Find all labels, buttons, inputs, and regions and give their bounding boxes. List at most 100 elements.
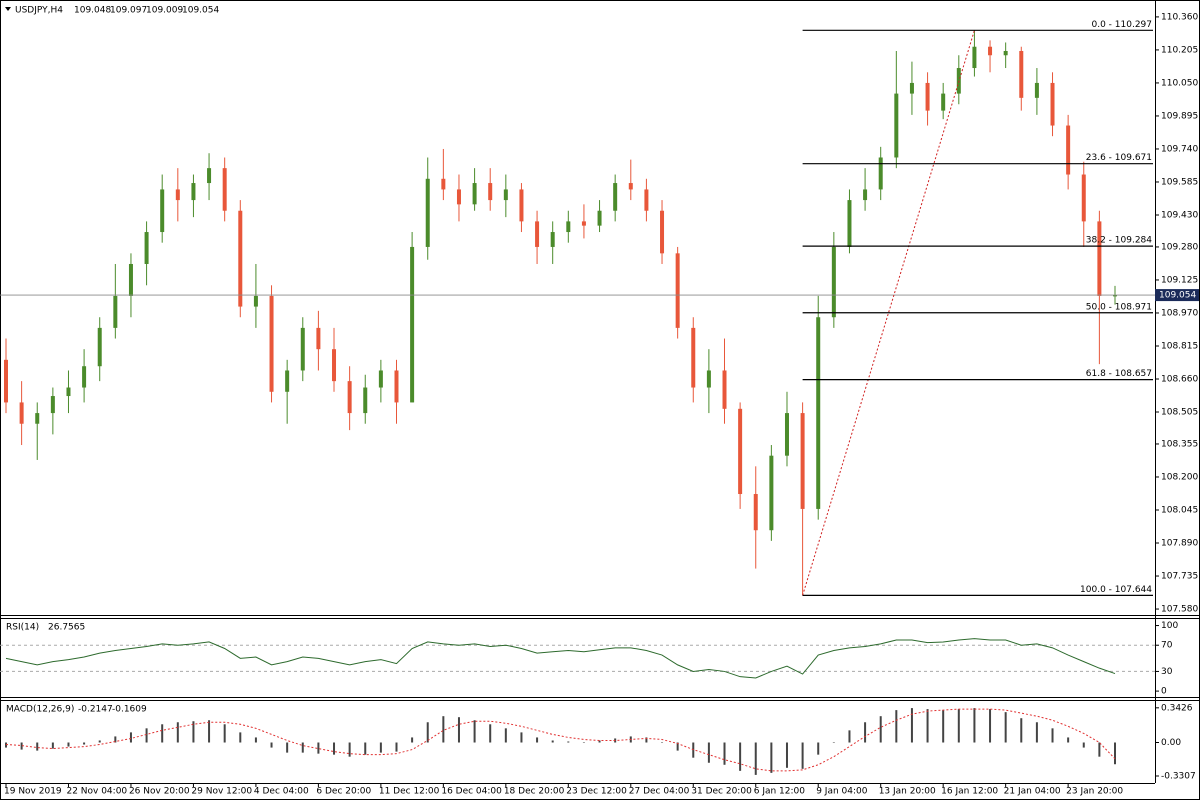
candle-body (191, 183, 196, 201)
candle-body (456, 189, 461, 205)
macd-bar (645, 737, 648, 743)
candle-body (925, 82, 930, 111)
macd-bar (832, 742, 835, 744)
macd-bar (817, 742, 820, 755)
candle-body (488, 183, 493, 201)
macd-bar (176, 722, 179, 743)
price-label: 109.054 (1159, 291, 1196, 301)
macd-bar (286, 742, 289, 753)
macd-bar (364, 742, 367, 755)
y-tick-label: 108.505 (1161, 408, 1198, 418)
macd-bar (957, 709, 960, 743)
macd-bar (1004, 712, 1007, 743)
fibo-label: 0.0 - 110.297 (1092, 20, 1153, 30)
candle-body (644, 189, 649, 211)
macd-bar (770, 742, 773, 773)
y-tick-label: 109.430 (1161, 210, 1198, 220)
candle-body (972, 46, 977, 69)
candle-body (97, 327, 102, 367)
x-tick-label: 18 Dec 20:00 (504, 787, 565, 797)
candle-body (128, 263, 133, 296)
macd-bar (676, 742, 679, 751)
macd-bar (551, 740, 554, 743)
macd-bar (457, 717, 460, 743)
candle-body (816, 317, 821, 509)
macd-bar (411, 737, 414, 743)
macd-bar (67, 742, 70, 747)
ohlc-open: 109.048 (74, 6, 111, 16)
macd-bar (973, 708, 976, 743)
fibo-label: 38.2 - 109.284 (1086, 236, 1152, 246)
symbol-menu-icon[interactable] (5, 7, 11, 11)
macd-bar (98, 740, 101, 743)
macd-bar (754, 742, 757, 775)
x-tick-label: 6 Dec 20:00 (316, 787, 371, 797)
candle-body (519, 189, 524, 222)
candle-body (425, 178, 430, 247)
candle-body (66, 387, 71, 397)
candle-body (847, 200, 852, 247)
candle-body (1066, 125, 1071, 175)
candle-body (988, 46, 993, 56)
candle-body (753, 494, 758, 531)
macd-bar (567, 741, 570, 743)
macd-bar (1035, 722, 1038, 743)
candle-body (550, 232, 555, 247)
y-tick-label: 108.970 (1161, 308, 1198, 318)
candle-body (691, 327, 696, 388)
candle-body (878, 157, 883, 190)
y-tick-label: 107.580 (1161, 605, 1198, 615)
x-tick-label: 13 Jan 20:00 (879, 787, 936, 797)
candle-body (613, 183, 618, 211)
ohlc-close: 109.054 (182, 6, 219, 16)
candle-body (19, 402, 24, 424)
x-tick-label: 23 Dec 12:00 (566, 787, 627, 797)
y-tick-label: 0.00 (1161, 738, 1181, 748)
macd-bar (848, 730, 851, 743)
macd-bar (1098, 742, 1101, 757)
macd-bar (442, 716, 445, 743)
candle-body (800, 413, 805, 509)
x-tick-label: 26 Nov 20:00 (129, 787, 190, 797)
y-tick-label: -0.3307 (1161, 771, 1196, 781)
macd-bar (426, 722, 429, 743)
candle-body (4, 359, 8, 403)
candle-body (332, 349, 337, 382)
macd-bar (333, 742, 336, 755)
macd-bar (239, 732, 242, 743)
macd-bar (301, 742, 304, 753)
x-tick-label: 4 Dec 04:00 (254, 787, 309, 797)
macd-bar (520, 732, 523, 743)
candle-body (1019, 50, 1024, 98)
macd-bar (926, 709, 929, 743)
macd-bar (270, 742, 273, 748)
macd-bar (895, 710, 898, 743)
candle-body (706, 370, 711, 388)
macd-bar (348, 742, 351, 757)
macd-bar (1114, 742, 1116, 765)
x-tick-label: 16 Jan 12:00 (941, 787, 998, 797)
ohlc-low: 109.009 (146, 6, 183, 16)
macd-bar (785, 742, 788, 768)
macd-bar (1020, 718, 1023, 743)
candle-body (222, 168, 227, 211)
macd-bar (536, 737, 539, 743)
candle-body (472, 183, 477, 205)
macd-bar (36, 742, 39, 751)
macd-bar (707, 742, 710, 763)
macd-bar (379, 742, 382, 753)
x-tick-label: 11 Dec 12:00 (379, 787, 440, 797)
candle-body (722, 370, 727, 409)
candle-body (410, 246, 415, 403)
candle-body (1081, 174, 1086, 222)
macd-bar (1082, 742, 1085, 748)
candle-body (175, 189, 180, 201)
candle-body (894, 93, 899, 158)
y-tick-label: 107.735 (1161, 572, 1198, 582)
candle-body (503, 189, 508, 201)
candle-body (1050, 82, 1055, 126)
x-tick-label: 9 Jan 04:00 (816, 787, 868, 797)
y-tick-label: 110.050 (1161, 78, 1198, 88)
